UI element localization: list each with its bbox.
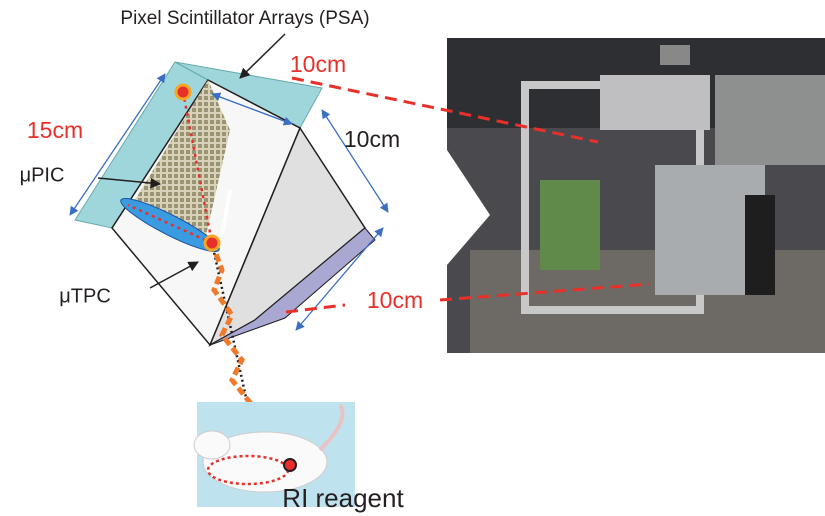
left-size: 15cm xyxy=(27,117,83,143)
psa-title: Pixel Scintillator Arrays (PSA) xyxy=(120,8,369,29)
top-size: 10cm xyxy=(290,51,346,77)
diagram: Pixel Scintillator Arrays (PSA) 10cm 15c… xyxy=(0,0,825,516)
source-label: RI reagent xyxy=(282,483,404,513)
utpc-label: μTPC xyxy=(59,285,111,307)
bottom-size: 10cm xyxy=(367,287,423,313)
upic-label: μPIC xyxy=(20,164,65,186)
right-size: 10cm xyxy=(344,126,400,152)
photo xyxy=(447,38,825,353)
